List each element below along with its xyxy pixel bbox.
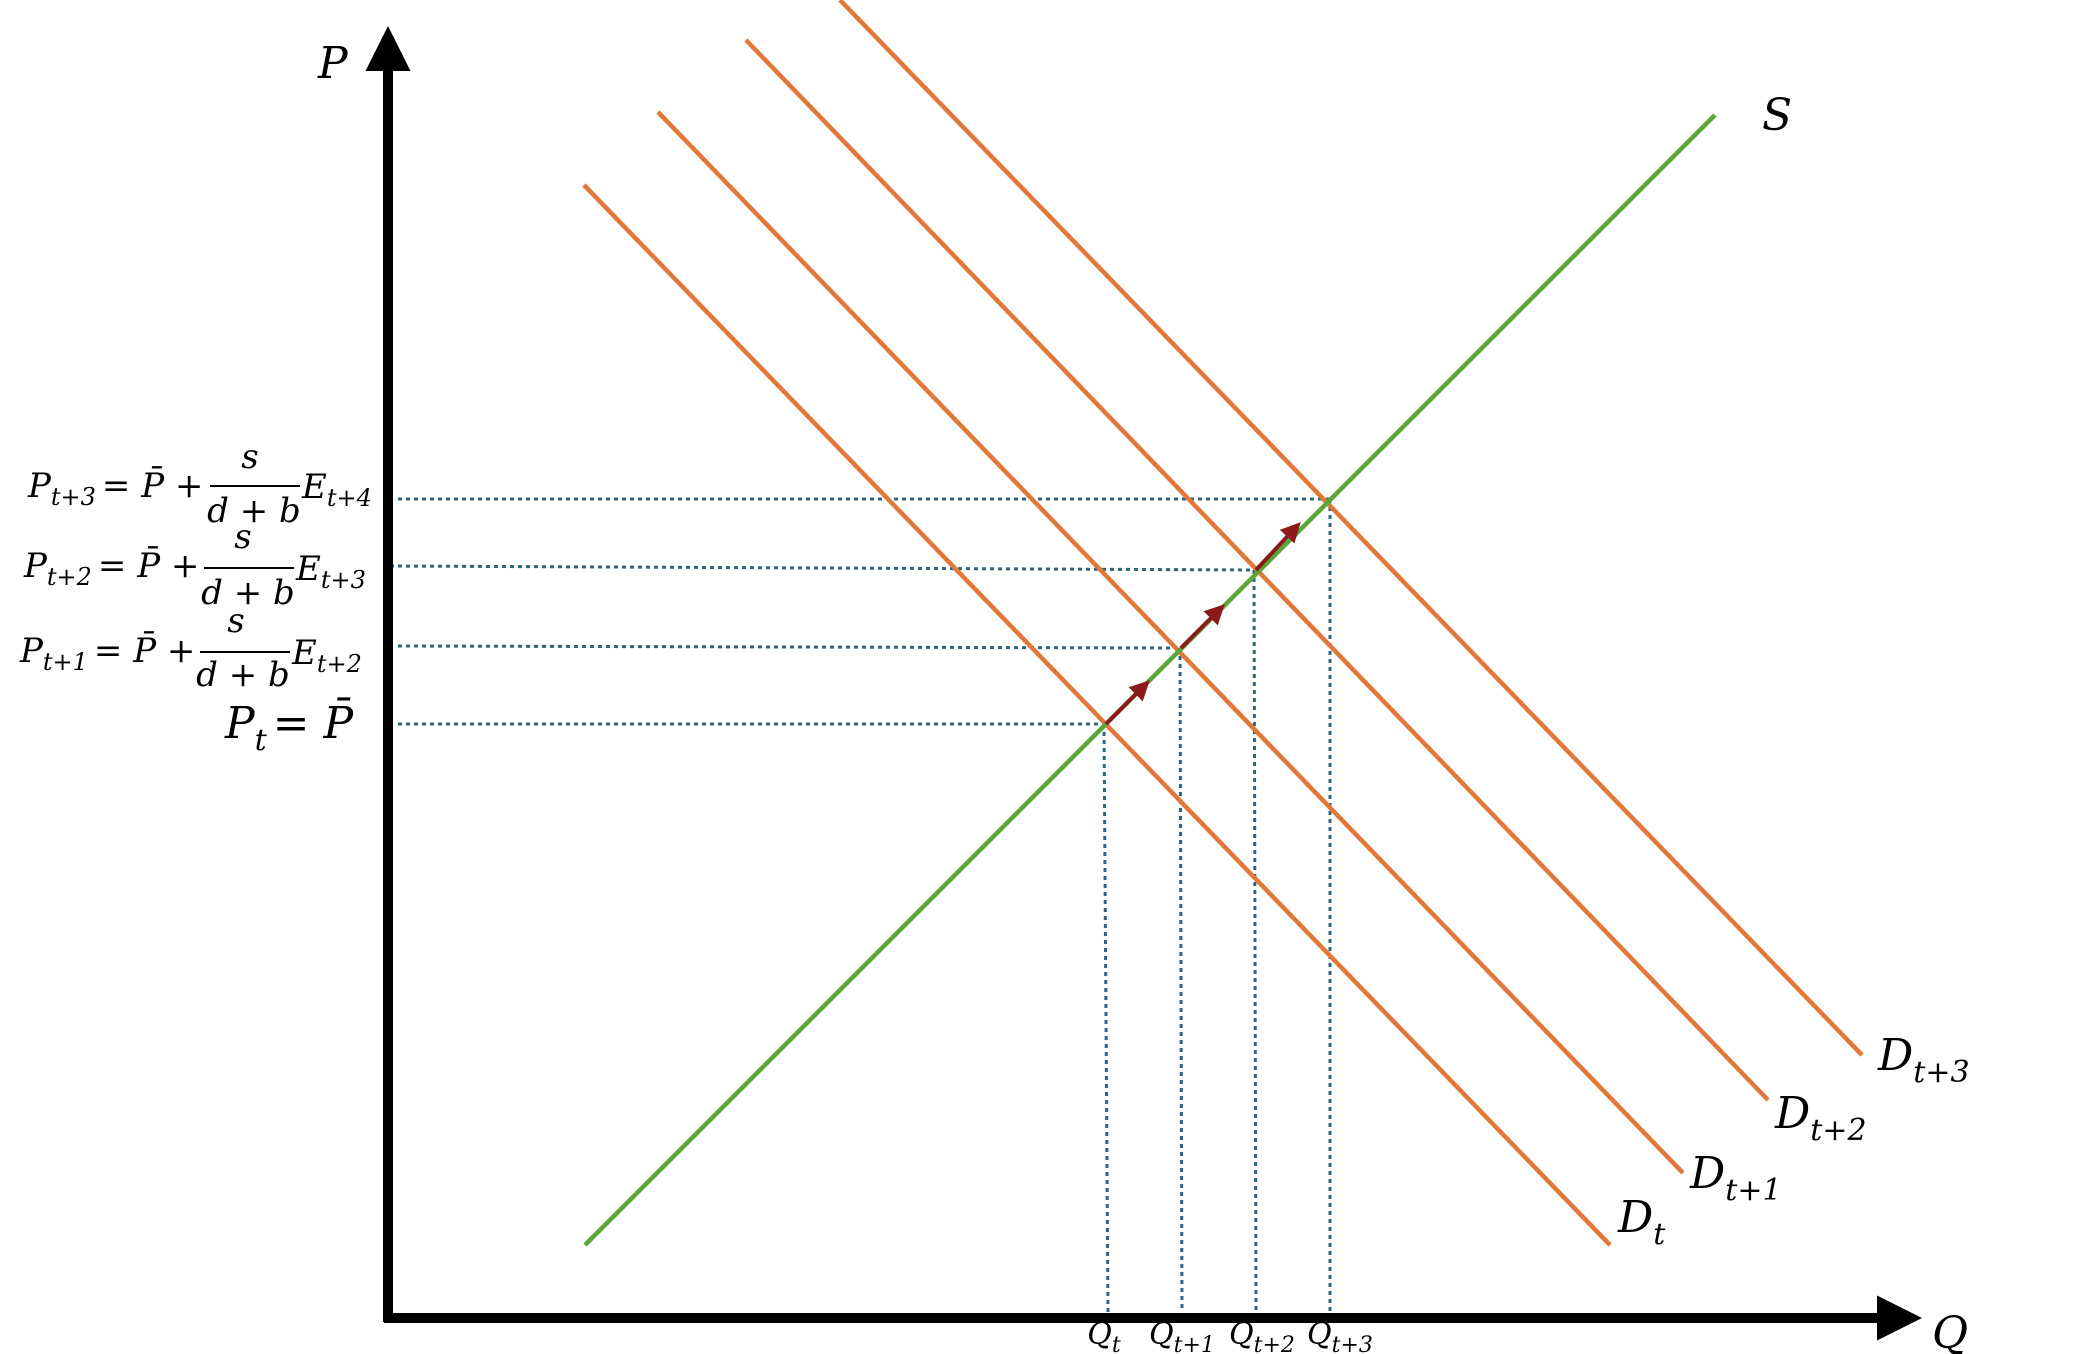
demand-curve-t3 [838,0,1864,1057]
price-label-t2-numerator: s [234,517,251,557]
guide-lines [389,497,1332,1313]
demand-label-t1: Dt+1 [1689,1148,1782,1208]
price-label-t1-denominator: d + b [196,655,290,695]
demand-label-t2: Dt+2 [1774,1088,1867,1148]
price-label-t1-numerator: s [227,601,244,641]
movement-arrows [1104,522,1301,726]
svg-text:Pt+3= P̄ +: Pt+3 = P̄ + [27,465,203,511]
arrow-t2-to-t3 [1254,522,1301,572]
demand-curve-t [582,183,1612,1247]
supply-label: S [1762,90,1792,141]
price-label-t3-tail: Et+4 [301,467,372,512]
svg-text:Pt+2= P̄ +: Pt+2 = P̄ + [23,545,199,591]
price-label-t2: Pt+2 = P̄ + s d + b Et+3 [23,517,366,613]
price-label-t1: Pt+1 = P̄ + s d + b Et+2 [19,601,362,695]
price-label-t2-tail: Et+3 [295,549,366,594]
guide-horizontal-t1 [397,644,1181,650]
svg-text:Pt+1= P̄ +: Pt+1 = P̄ + [19,630,195,676]
arrow-t1-to-t2 [1179,604,1225,650]
arrow-t-to-t1 [1104,680,1150,726]
guide-vertical-t [1102,723,1110,1313]
price-label-t2-denominator: d + b [201,573,295,613]
guide-vertical-t1 [1178,647,1184,1313]
price-label-t: Pt = P̄ [224,696,355,758]
guide-horizontal-t2 [389,564,1255,572]
demand-curve-t1 [656,110,1685,1175]
price-label-t1-tail: Et+2 [291,633,362,678]
supply-curve [583,113,1717,1247]
y-axis-label: P [317,38,349,89]
demand-label-t3: Dt+3 [1877,1030,1970,1090]
x-axis-label: Q [1932,1308,1968,1354]
quantity-label-t: Qt [1087,1317,1121,1354]
quantity-label-t3: Qt+3 [1307,1317,1373,1354]
guide-vertical-t2 [1252,569,1258,1313]
axes [365,26,1922,1341]
quantity-label-t1: Qt+1 [1149,1317,1215,1354]
quantity-label-t2: Qt+2 [1229,1317,1295,1354]
price-label-t3: Pt+3 = P̄ + s d + b Et+4 [27,437,372,531]
price-label-t3-denominator: d + b [207,491,301,531]
demand-label-t: Dt [1617,1192,1666,1252]
price-label-t3-numerator: s [241,437,258,477]
demand-curves [582,0,1864,1247]
